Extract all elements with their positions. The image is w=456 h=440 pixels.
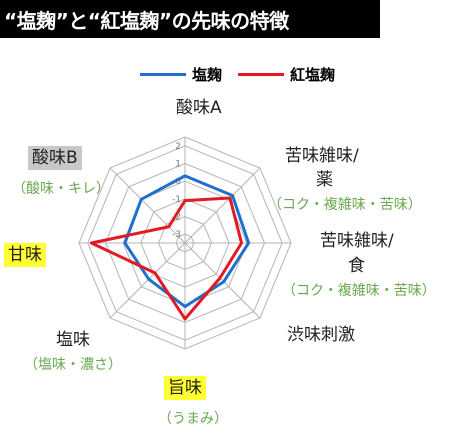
legend: 塩麹 紅塩麹: [140, 62, 351, 86]
axis-label-acidity-a: 酸味A: [176, 98, 222, 118]
grid-spoke: [109, 167, 186, 244]
grid-spoke: [184, 242, 261, 319]
tick-label: -3: [172, 230, 181, 240]
axis-label-saltiness: 塩味: [56, 330, 90, 350]
legend-label-series-2: 紅塩麹: [290, 65, 336, 84]
axis-label-acidity-b: 酸味B: [28, 146, 82, 170]
legend-item-series-1: 塩麹: [140, 64, 222, 85]
tick-label: 1: [175, 160, 181, 170]
legend-swatch-series-2: [238, 72, 285, 76]
axis-sublabel-umami: （うまみ）: [158, 411, 228, 427]
axis-sublabel-acidity-b: （酸味・キレ）: [12, 181, 110, 197]
axis-label-bitterness-food-1: 苦味雑味/: [320, 231, 394, 251]
axis-label-bitterness-medicinal-2: 薬: [316, 170, 333, 190]
legend-label-series-1: 塩麹: [192, 65, 223, 84]
axis-sublabel-saltiness: （塩味・濃さ）: [24, 357, 122, 373]
axis-sublabel-bitterness-medicinal: （コク・複雑味・苦味）: [268, 197, 422, 213]
series-line-1: [123, 174, 251, 309]
tick-label: -2: [172, 213, 181, 223]
axis-label-bitterness-food-2: 食: [348, 256, 365, 276]
series-line-2: [89, 196, 244, 321]
radar-ticks: 2 1 0 -1 -2 -3: [172, 142, 181, 240]
tick-label: -1: [172, 195, 181, 205]
legend-item-series-2: 紅塩麹: [238, 64, 335, 85]
grid-spoke: [109, 242, 186, 319]
tick-label: 2: [175, 142, 181, 152]
legend-swatch-series-1: [140, 72, 186, 76]
tick-label: 0: [175, 177, 181, 187]
radar-series: [89, 174, 251, 321]
axis-sublabel-bitterness-food: （コク・複雑味・苦味）: [282, 283, 436, 299]
chart-title: “塩麹”と“紅塩麹”の先味の特徴: [0, 0, 380, 38]
grid-spoke: [184, 167, 261, 244]
axis-label-umami: 旨味: [164, 376, 206, 400]
axis-label-sweetness: 甘味: [4, 243, 46, 267]
axis-label-astringency: 渋味刺激: [287, 325, 355, 345]
axis-label-bitterness-medicinal-1: 苦味雑味/: [285, 146, 359, 166]
